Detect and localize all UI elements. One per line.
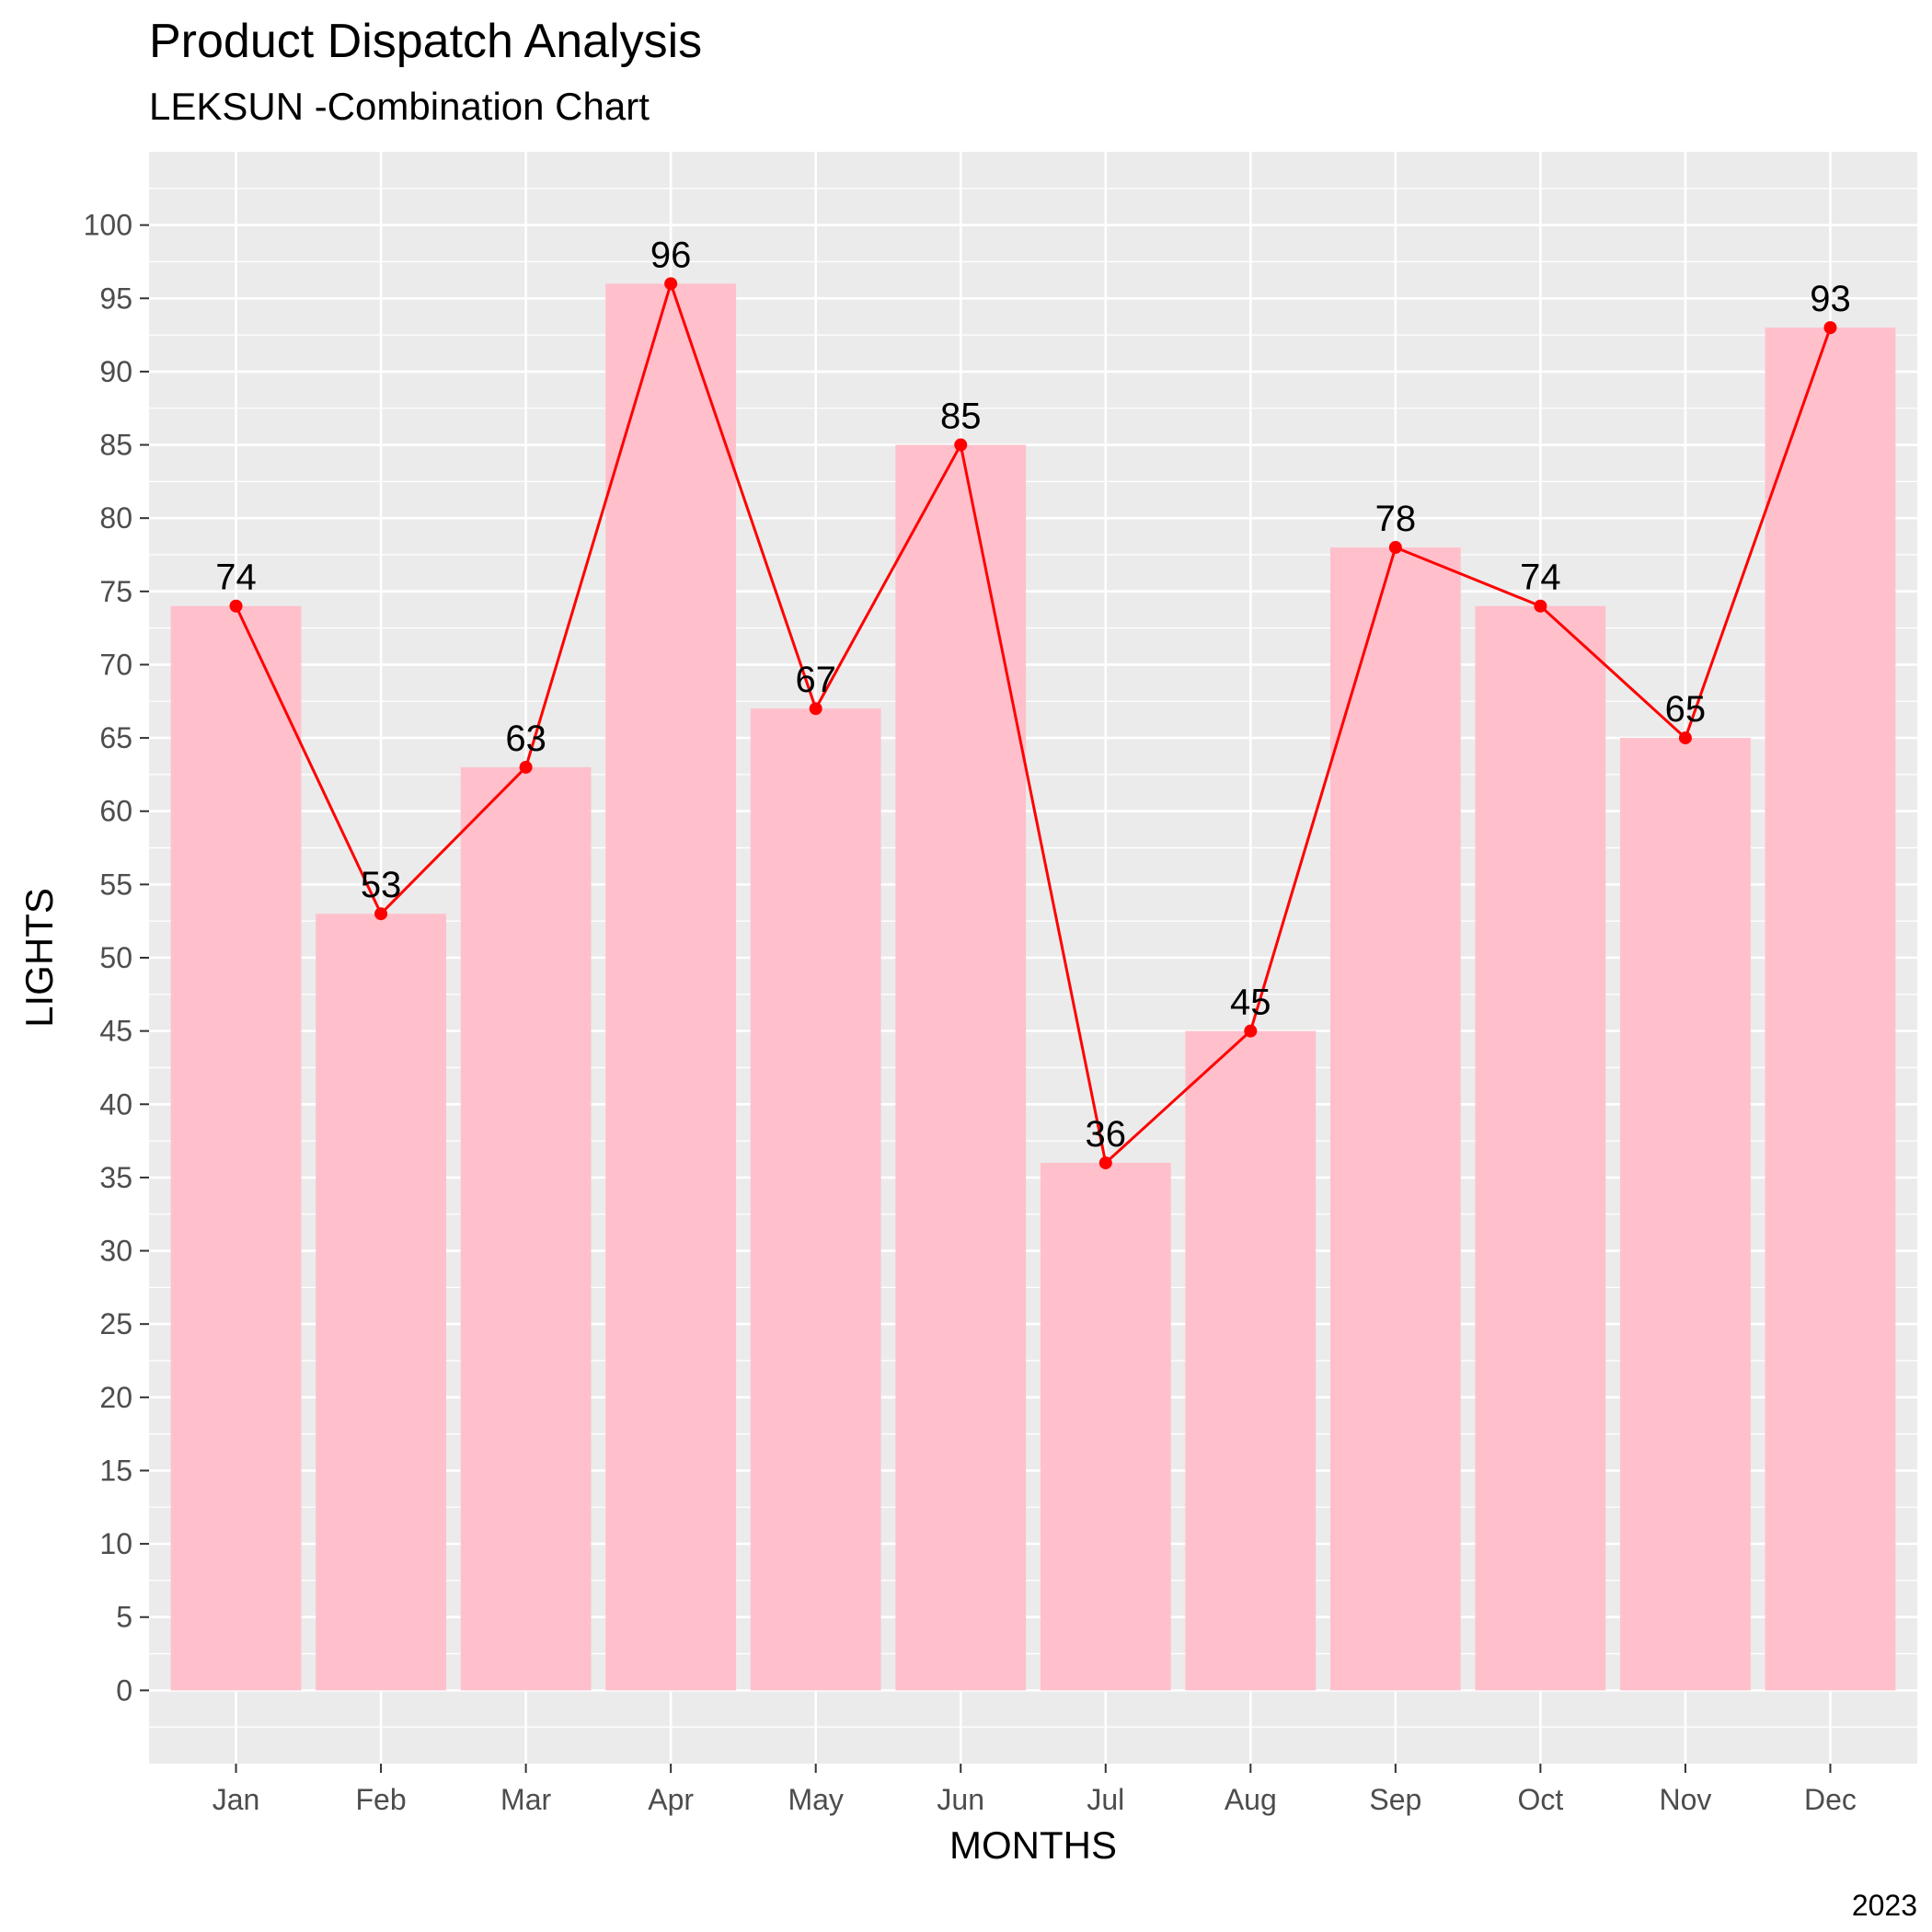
point-mar — [519, 760, 533, 774]
point-apr — [664, 277, 678, 291]
data-label-jun: 85 — [940, 397, 982, 437]
y-tick-label: 20 — [99, 1381, 132, 1414]
x-axis-title: MONTHS — [949, 1823, 1117, 1867]
point-feb — [374, 907, 388, 921]
bar-oct — [1475, 605, 1606, 1691]
bar-aug — [1185, 1030, 1317, 1691]
data-label-apr: 96 — [650, 235, 692, 275]
line-points — [229, 277, 1837, 1169]
x-tick-label: Sep — [1369, 1783, 1421, 1816]
y-tick-label: 45 — [99, 1015, 132, 1048]
point-jan — [229, 599, 243, 613]
bar-may — [750, 708, 881, 1691]
y-tick-label: 80 — [99, 501, 132, 535]
x-tick-label: Feb — [355, 1783, 406, 1816]
data-label-aug: 45 — [1230, 983, 1271, 1023]
y-axis: 0 5 10 15 20 25 30 35 40 45 50 55 60 65 70 75 80 85 90 95 10… — [84, 209, 149, 1707]
x-tick-label: Jul — [1087, 1783, 1124, 1816]
data-label-feb: 53 — [361, 865, 402, 905]
x-tick-label: Dec — [1804, 1783, 1857, 1816]
data-label-sep: 78 — [1375, 499, 1417, 539]
y-tick-label: 60 — [99, 795, 132, 828]
point-nov — [1678, 731, 1692, 745]
point-dec — [1823, 321, 1837, 335]
chart-title: Product Dispatch Analysis — [149, 15, 702, 68]
y-tick-label: 15 — [99, 1454, 132, 1487]
trend-line — [235, 279, 1832, 1166]
data-label-nov: 65 — [1665, 689, 1707, 730]
y-tick-label: 35 — [99, 1161, 132, 1194]
chart-subtitle: LEKSUN -Combination Chart — [149, 85, 650, 128]
bar-jul — [1040, 1162, 1171, 1691]
y-tick-label: 0 — [116, 1673, 132, 1707]
point-sep — [1388, 541, 1402, 555]
data-label-dec: 93 — [1810, 279, 1851, 319]
x-tick-label: Apr — [648, 1783, 694, 1816]
point-may — [809, 702, 822, 716]
y-tick-label: 85 — [99, 429, 132, 462]
x-tick-label: Jan — [213, 1783, 260, 1816]
point-oct — [1534, 599, 1547, 613]
x-tick-label: Nov — [1659, 1783, 1711, 1816]
x-tick-label: Jun — [937, 1783, 984, 1816]
line-series — [235, 279, 1832, 1166]
y-tick-label: 75 — [99, 575, 132, 608]
y-tick-label: 40 — [99, 1087, 132, 1121]
y-tick-label: 70 — [99, 648, 132, 681]
bar-jun — [895, 444, 1027, 1691]
y-tick-label: 65 — [99, 721, 132, 754]
chart-caption: 2023 — [1852, 1889, 1917, 1922]
bar-jan — [170, 605, 302, 1691]
y-tick-label: 100 — [84, 209, 132, 242]
point-aug — [1244, 1024, 1258, 1038]
bar-series — [170, 283, 1896, 1691]
x-axis: Jan Feb Mar Apr May Jun Jul Aug Sep Oct Nov Dec — [213, 1764, 1857, 1816]
y-axis-title: LIGHTS — [17, 888, 61, 1028]
bar-nov — [1620, 738, 1751, 1691]
x-tick-label: Oct — [1518, 1783, 1564, 1816]
bar-sep — [1329, 547, 1461, 1691]
data-label-oct: 74 — [1520, 558, 1561, 598]
bar-apr — [605, 283, 737, 1691]
bar-mar — [460, 766, 592, 1691]
y-tick-label: 10 — [99, 1527, 132, 1560]
point-jul — [1098, 1156, 1112, 1169]
y-tick-label: 55 — [99, 868, 132, 901]
x-tick-label: Mar — [500, 1783, 551, 1816]
y-tick-label: 30 — [99, 1235, 132, 1268]
y-tick-label: 25 — [99, 1307, 132, 1340]
y-tick-label: 95 — [99, 282, 132, 315]
x-tick-label: Aug — [1225, 1783, 1277, 1816]
x-tick-label: May — [788, 1783, 843, 1816]
y-tick-label: 5 — [116, 1601, 132, 1634]
data-label-jan: 74 — [215, 558, 257, 598]
bar-dec — [1765, 328, 1896, 1691]
data-label-may: 67 — [795, 660, 836, 700]
data-labels: 74 53 63 96 67 85 36 45 78 74 65 93 — [215, 235, 1850, 1155]
y-tick-label: 50 — [99, 941, 132, 974]
data-label-jul: 36 — [1086, 1114, 1127, 1155]
point-jun — [954, 438, 968, 452]
bar-feb — [316, 914, 446, 1691]
data-label-mar: 63 — [505, 719, 546, 759]
y-tick-label: 90 — [99, 355, 132, 388]
